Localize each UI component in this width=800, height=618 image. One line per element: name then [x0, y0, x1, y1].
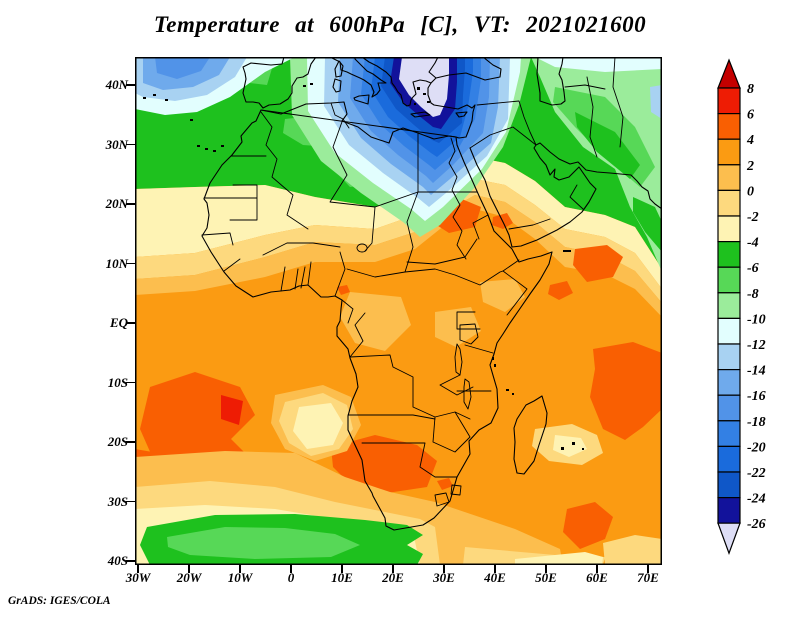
x-axis-label: 10E [331, 570, 353, 585]
x-axis-label: 20E [382, 570, 404, 585]
colorbar-cell [717, 343, 741, 371]
x-axis-tick [290, 565, 292, 573]
y-axis-label: 40S [107, 553, 128, 568]
colorbar-cell [717, 317, 741, 345]
colorbar-tick-label: -8 [747, 287, 759, 302]
x-axis-label: 40E [484, 570, 506, 585]
colorbar-cell [717, 138, 741, 166]
x-axis-tick [596, 565, 598, 573]
colorbar-tick-label: -12 [747, 338, 766, 353]
x-axis-tick [137, 565, 139, 573]
nile-river [448, 137, 467, 260]
y-axis-tick [126, 84, 135, 86]
y-axis-tick [126, 143, 135, 146]
credit-label: GrADS: IGES/COLA [8, 595, 111, 607]
colorbar-tick-label: 2 [746, 159, 754, 174]
colorbar-cell [717, 471, 741, 499]
colorbar-tick-label: -14 [747, 364, 766, 379]
y-axis-tick [126, 500, 135, 503]
temperature-map-svg [135, 57, 662, 565]
x-axis-label: 30W [125, 570, 151, 585]
colorbar-tick-label: -18 [747, 415, 766, 430]
y-axis-label: 10S [107, 374, 128, 390]
map-frame [135, 57, 662, 565]
colorbar-cell [717, 266, 741, 294]
plot-title: Temperature at 600hPa [C], VT: 202102160… [153, 12, 647, 37]
colorbar-tick-label: -20 [747, 440, 766, 455]
y-axis-tick [126, 203, 135, 205]
colorbar-tick-label: -2 [747, 210, 759, 225]
colorbar-cell [717, 497, 741, 524]
x-axis-label: 70E [637, 570, 659, 585]
colorbar-tick-label: -26 [747, 517, 766, 532]
x-axis-label: 0 [287, 570, 295, 585]
x-axis-tick [443, 565, 445, 573]
y-axis-label: 20S [107, 434, 128, 449]
y-axis-label: EQ [109, 315, 128, 330]
x-axis-label: 50E [535, 570, 557, 585]
x-axis-label: 20W [176, 570, 202, 585]
y-axis-label: 30S [107, 493, 128, 509]
y-axis-label: 30N [105, 136, 128, 152]
colorbar-cell [717, 215, 741, 243]
x-axis-label: 10W [227, 570, 253, 585]
temperature-field [135, 57, 662, 565]
colorbar-arrow-down [717, 522, 741, 555]
coastlines-layer [201, 57, 662, 531]
colorbar-cell [717, 164, 741, 192]
colorbar-tick-label: -16 [747, 389, 766, 404]
colorbar-arrow-up [717, 58, 741, 89]
x-axis-tick [545, 565, 547, 573]
y-axis-tick [126, 381, 135, 384]
colorbar-cell [717, 394, 741, 422]
colorbar-cell [717, 420, 741, 447]
map-canvas [135, 57, 662, 565]
x-axis-tick [392, 565, 394, 573]
y-axis-tick [126, 441, 135, 443]
colorbar-cell [717, 369, 741, 396]
x-axis-tick [239, 565, 241, 573]
y-axis-tick [126, 560, 135, 562]
colorbar-tick-label: 6 [747, 108, 754, 123]
y-axis-label: 20N [105, 196, 128, 211]
colorbar-tick-label: -24 [747, 492, 766, 507]
colorbar-tick-label: -4 [747, 236, 759, 251]
x-axis-label: 60E [586, 570, 608, 585]
colorbar: 8 6 4 2 0 -2 -4 -6 -8 -10 -12 -14 -16 -18 -20 -22 -24 -26 [717, 58, 766, 555]
x-axis-tick [188, 565, 190, 573]
x-axis-tick [341, 565, 343, 573]
y-axis-label: 40N [105, 77, 128, 92]
colorbar-tick-label: 4 [746, 133, 754, 148]
x-axis-tick [494, 565, 496, 573]
colorbar-tick-label: -10 [747, 312, 766, 327]
colorbar-tick-label: 8 [747, 82, 754, 97]
y-axis-tick [126, 262, 135, 265]
colorbar-tick-label: -22 [747, 466, 766, 481]
x-axis-label: 30E [433, 570, 455, 585]
colorbar-cell [717, 292, 741, 320]
colorbar-cell [717, 112, 741, 140]
colorbar-tick-label: -6 [747, 261, 759, 276]
colorbar-cell [717, 241, 741, 268]
colorbar-tick-label: 0 [747, 184, 754, 199]
y-axis-tick [126, 322, 135, 324]
country-borders-layer [201, 57, 624, 507]
colorbar-cell [717, 189, 741, 217]
x-axis-tick [647, 565, 649, 573]
y-axis-label: 10N [105, 255, 128, 271]
colorbar-cell [717, 445, 741, 473]
colorbar-cell [717, 87, 741, 115]
